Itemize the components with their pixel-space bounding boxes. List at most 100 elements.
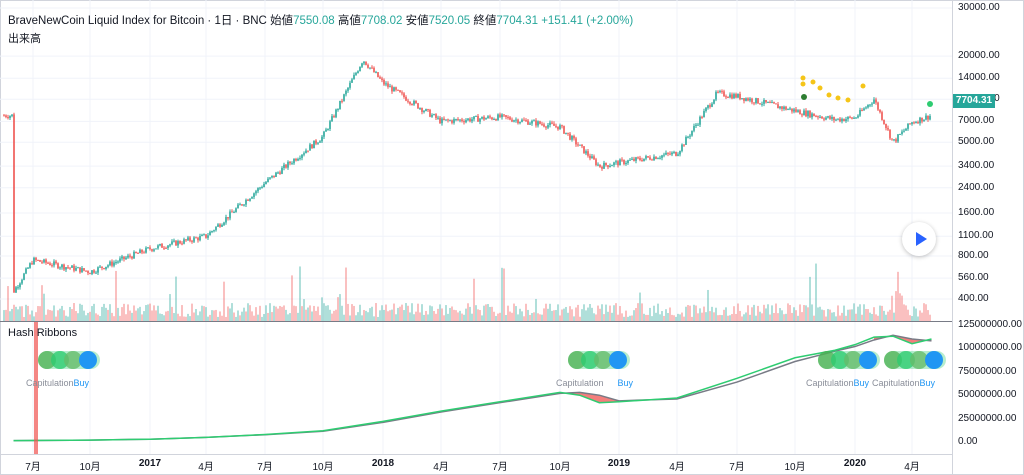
volume-bar xyxy=(775,303,777,321)
signal-dot xyxy=(860,83,866,89)
volume-bar xyxy=(437,308,439,321)
volume-bar xyxy=(817,307,819,321)
replay-play-button[interactable] xyxy=(902,222,936,256)
volume-bar xyxy=(29,314,31,321)
price-tick-label: 5000.00 xyxy=(958,136,995,148)
price-candle xyxy=(827,116,829,118)
volume-bar xyxy=(145,305,147,321)
price-candle xyxy=(515,119,517,121)
indicator-label[interactable]: Hash Ribbons xyxy=(8,327,78,339)
price-candle xyxy=(369,67,371,69)
price-candle xyxy=(125,257,127,260)
pane-separator[interactable] xyxy=(0,321,952,322)
capitulation-circle xyxy=(818,351,836,369)
volume-bar xyxy=(835,316,837,321)
price-candle xyxy=(657,158,659,160)
price-candle xyxy=(639,157,641,160)
volume-label[interactable]: 出来高 xyxy=(8,33,41,45)
volume-bar xyxy=(497,313,499,321)
volume-bar xyxy=(381,305,383,321)
price-candle xyxy=(759,103,761,105)
volume-bar xyxy=(551,310,553,321)
volume-bar xyxy=(569,306,571,321)
price-candle xyxy=(793,109,795,112)
price-candle xyxy=(13,114,15,293)
volume-bar xyxy=(725,307,727,321)
price-candle xyxy=(91,270,93,275)
price-candle xyxy=(921,117,923,122)
price-candle xyxy=(487,116,489,119)
volume-bar xyxy=(287,314,289,321)
price-candle xyxy=(441,118,443,124)
price-candle xyxy=(245,199,247,205)
volume-bar xyxy=(47,309,49,321)
volume-bar xyxy=(231,303,233,321)
price-candle xyxy=(167,245,169,249)
volume-bar xyxy=(679,314,681,321)
buy-label: Buy xyxy=(73,378,90,388)
price-candle xyxy=(463,121,465,123)
volume-bar xyxy=(451,306,453,321)
price-candle xyxy=(431,114,433,117)
volume-bar xyxy=(329,309,331,321)
volume-bar xyxy=(357,312,359,321)
price-candle xyxy=(285,164,287,168)
volume-bar xyxy=(415,311,417,321)
time-tick-label: 2017 xyxy=(138,458,162,469)
volume-bar xyxy=(199,311,201,321)
chart-legend: BraveNewCoin Liquid Index for Bitcoin · … xyxy=(8,12,633,28)
price-candle xyxy=(911,122,913,125)
price-candle xyxy=(435,114,437,118)
volume-bar xyxy=(309,305,311,321)
signal-label: CapitulationBuy xyxy=(872,378,935,388)
price-candle xyxy=(857,115,859,118)
volume-bar xyxy=(167,310,169,321)
volume-bar xyxy=(265,305,267,321)
price-candle xyxy=(901,131,903,134)
price-candle xyxy=(279,172,281,174)
volume-bar xyxy=(801,312,803,321)
volume-bar xyxy=(49,310,51,321)
volume-bar xyxy=(449,307,451,321)
price-candle xyxy=(159,244,161,246)
price-candle xyxy=(337,109,339,111)
price-candle xyxy=(767,102,769,104)
price-candle xyxy=(867,104,869,108)
price-candle xyxy=(351,79,353,83)
volume-bar xyxy=(27,305,29,321)
price-candle xyxy=(7,116,9,119)
signal-label: CapitulationBuy xyxy=(26,378,89,388)
price-candle xyxy=(747,98,749,101)
time-tick-label: 2019 xyxy=(607,458,631,469)
volume-bar xyxy=(659,314,661,321)
price-axis-border xyxy=(952,0,953,474)
volume-bar xyxy=(675,316,677,321)
price-candle xyxy=(729,94,731,98)
price-candle xyxy=(543,124,545,127)
price-candle xyxy=(327,129,329,131)
price-candle xyxy=(575,138,577,145)
price-candle xyxy=(577,144,579,146)
volume-bar xyxy=(695,305,697,321)
price-candle xyxy=(425,109,427,111)
price-tick-label: 1100.00 xyxy=(958,230,994,242)
volume-bar xyxy=(479,310,481,321)
volume-bar xyxy=(353,305,355,321)
price-candle xyxy=(263,183,265,188)
volume-bar xyxy=(733,306,735,321)
volume-bar xyxy=(639,292,641,321)
price-candle xyxy=(903,130,905,132)
volume-bar xyxy=(227,306,229,321)
time-tick-label: 10月 xyxy=(784,462,806,473)
symbol-title[interactable]: BraveNewCoin Liquid Index for Bitcoin · … xyxy=(8,15,267,27)
volume-bar xyxy=(921,312,923,321)
price-candle xyxy=(509,117,511,120)
volume-bar xyxy=(215,309,217,321)
price-candle xyxy=(919,117,921,124)
time-tick-label: 4月 xyxy=(433,462,449,473)
price-candle xyxy=(291,163,293,165)
volume-bar xyxy=(555,310,557,321)
volume-bar xyxy=(661,311,663,321)
price-candle xyxy=(923,119,925,122)
